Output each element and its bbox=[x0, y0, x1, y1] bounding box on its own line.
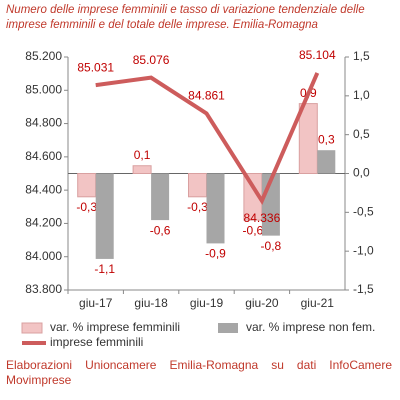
value-label: -0,3 bbox=[187, 200, 208, 214]
y-tick-label: 84.600 bbox=[25, 149, 62, 163]
line bbox=[95, 72, 320, 206]
y2-tick-label: -0,5 bbox=[353, 205, 374, 219]
x-tick-label: giu-21 bbox=[301, 296, 335, 310]
value-label: -1,1 bbox=[94, 262, 115, 276]
y2-tick-label: 1,5 bbox=[353, 49, 370, 63]
y2-tick-label: 1,0 bbox=[353, 88, 370, 102]
chart: 83.800 84.000 84.200 84.400 84.600 84.800 85.0… bbox=[21, 48, 375, 349]
value-label: 84.861 bbox=[188, 89, 225, 103]
legend-label: var. % imprese non fem. bbox=[246, 320, 375, 334]
legend-swatch bbox=[218, 323, 238, 333]
y-tick-label: 83.800 bbox=[25, 282, 62, 296]
value-label: -0,6 bbox=[150, 223, 171, 237]
value-label: 85.076 bbox=[133, 53, 170, 67]
value-label: -0,8 bbox=[261, 239, 282, 253]
y2-tick-label: -1,5 bbox=[353, 282, 374, 296]
bar bbox=[95, 173, 114, 259]
x-tick-label: giu-19 bbox=[190, 296, 224, 310]
y2-tick-label: 0,5 bbox=[353, 127, 370, 141]
bar bbox=[151, 173, 170, 221]
source-note: Elaborazioni Unioncamere Emilia-Romagna … bbox=[6, 358, 392, 387]
x-tick-label: giu-20 bbox=[245, 296, 279, 310]
value-label: -0,6 bbox=[243, 223, 264, 237]
bar bbox=[132, 165, 152, 175]
bar bbox=[298, 103, 318, 174]
x-tick-label: giu-18 bbox=[134, 296, 168, 310]
chart-title: Numero delle imprese femminili e tasso d… bbox=[6, 4, 365, 31]
value-label: -0,3 bbox=[76, 200, 97, 214]
y2-tick-label: 0,0 bbox=[353, 166, 370, 180]
y-tick-label: 84.400 bbox=[25, 182, 62, 196]
value-label: 84.336 bbox=[244, 211, 281, 225]
y2-tick-label: -1,0 bbox=[353, 243, 374, 257]
value-label: 85.104 bbox=[299, 48, 336, 62]
legend-label: var. % imprese femminili bbox=[50, 320, 180, 334]
bar bbox=[317, 150, 336, 174]
legend-label: imprese femminili bbox=[50, 335, 143, 349]
y-tick-label: 84.200 bbox=[25, 216, 62, 230]
value-label: 0,1 bbox=[134, 148, 151, 162]
value-label: 0,3 bbox=[318, 132, 335, 146]
legend-swatch bbox=[21, 322, 43, 334]
bar bbox=[206, 173, 225, 244]
y-tick-label: 85.200 bbox=[25, 49, 62, 63]
value-label: 85.031 bbox=[77, 60, 114, 74]
y-tick-label: 84.000 bbox=[25, 249, 62, 263]
bar bbox=[188, 173, 207, 198]
x-tick-label: giu-17 bbox=[79, 296, 113, 310]
value-label: -0,9 bbox=[205, 247, 226, 261]
y-tick-label: 85.000 bbox=[25, 82, 62, 96]
bar bbox=[77, 173, 97, 198]
y-tick-label: 84.800 bbox=[25, 116, 62, 130]
